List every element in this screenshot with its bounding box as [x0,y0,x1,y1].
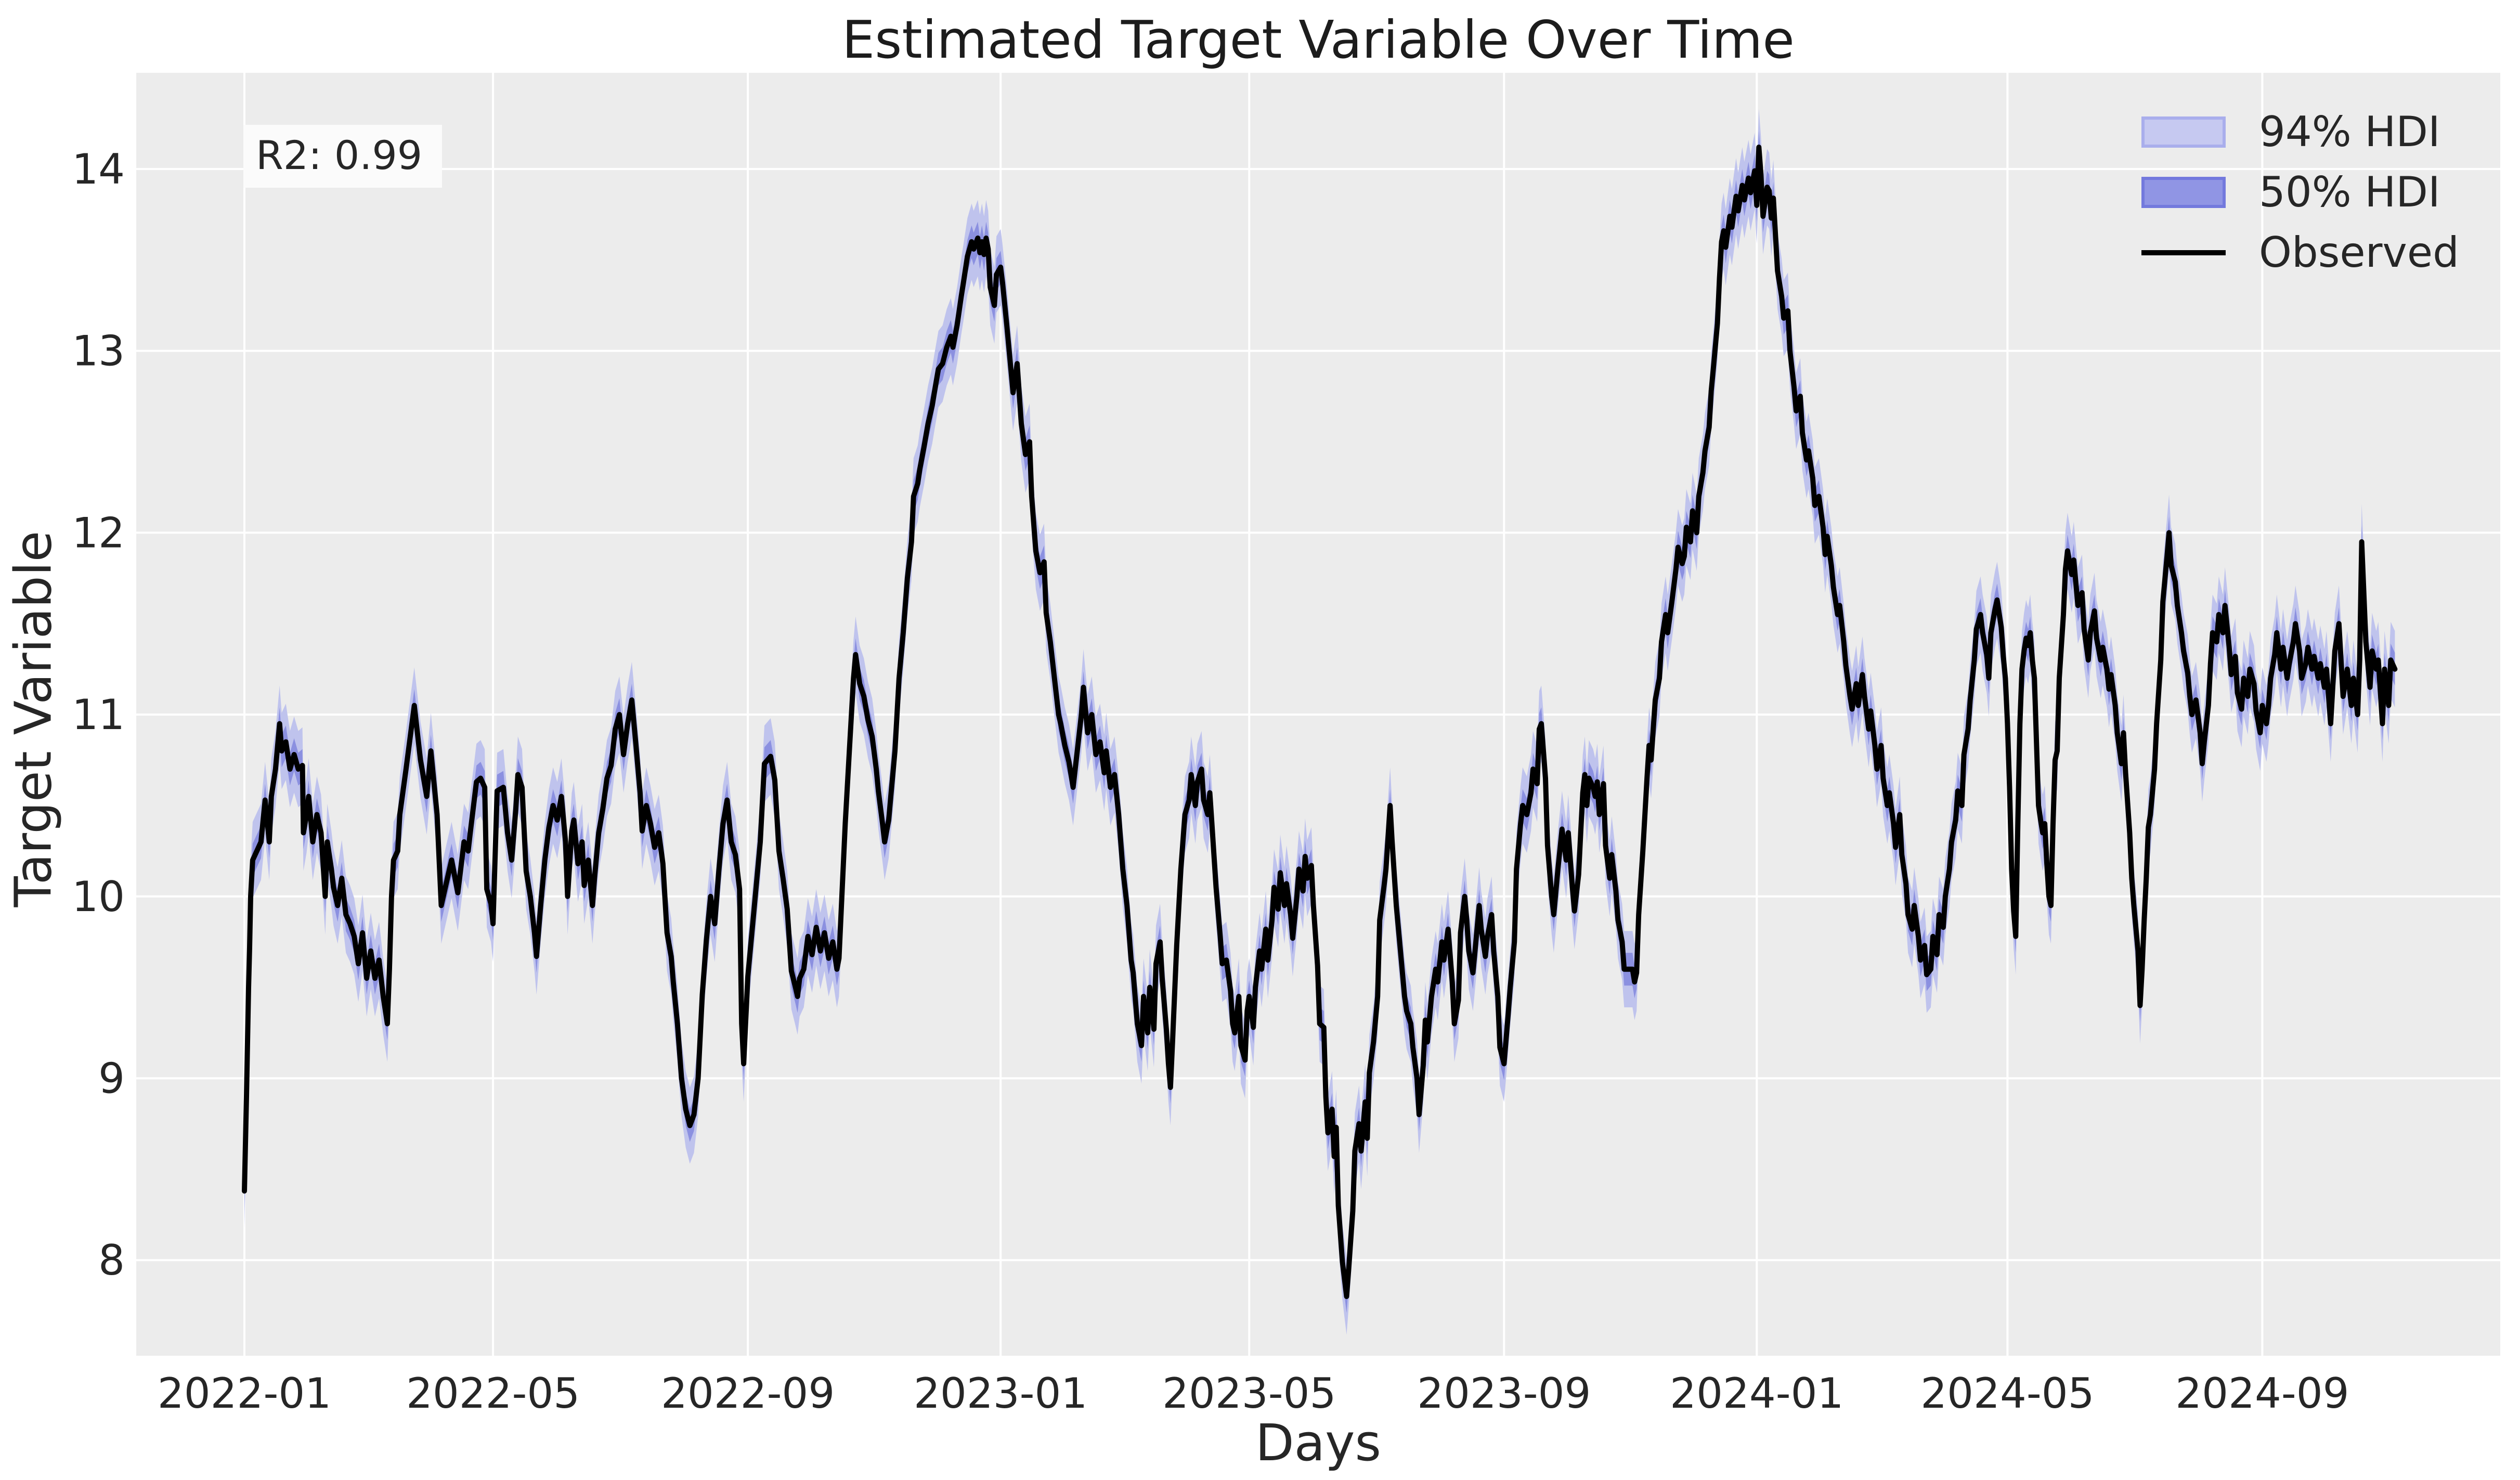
hdi-50-swatch-icon [2141,177,2226,208]
y-axis-label: Target Variable [4,530,63,907]
x-tick-label: 2023-01 [914,1369,1087,1418]
y-tick-label: 10 [72,873,125,921]
hdi-94-swatch-icon [2141,116,2226,148]
observed-line-swatch-icon [2141,250,2226,255]
y-tick-label: 11 [72,691,125,739]
chart-title: Estimated Target Variable Over Time [842,9,1795,70]
hdi-94-band [244,109,2395,1335]
legend-label-50-hdi: 50% HDI [2259,168,2440,216]
x-tick-label: 2024-01 [1670,1369,1843,1418]
legend: 94% HDI 50% HDI Observed [2141,102,2459,283]
y-tick-label: 13 [72,327,125,375]
legend-item-50-hdi: 50% HDI [2141,162,2459,223]
y-tick-label: 8 [98,1236,125,1284]
observed-series-line [242,145,2398,1300]
x-tick-label: 2023-05 [1162,1369,1336,1418]
x-tick-label: 2024-09 [2175,1369,2349,1418]
legend-label-94-hdi: 94% HDI [2259,108,2440,156]
x-tick-label: 2024-05 [1920,1369,2094,1418]
legend-label-observed: Observed [2259,228,2459,277]
y-tick-label: 9 [98,1055,125,1103]
y-tick-label: 12 [72,509,125,557]
y-tick-label: 14 [72,145,125,193]
x-tick-label: 2022-05 [406,1369,580,1418]
x-tick-label: 2023-09 [1417,1369,1591,1418]
x-tick-label: 2022-09 [661,1369,835,1418]
x-tick-label: 2022-01 [158,1369,331,1418]
x-axis-label: Days [1255,1413,1382,1472]
legend-item-94-hdi: 94% HDI [2141,102,2459,162]
r2-annotation: R2: 0.99 [243,125,443,188]
legend-item-observed: Observed [2141,223,2459,283]
